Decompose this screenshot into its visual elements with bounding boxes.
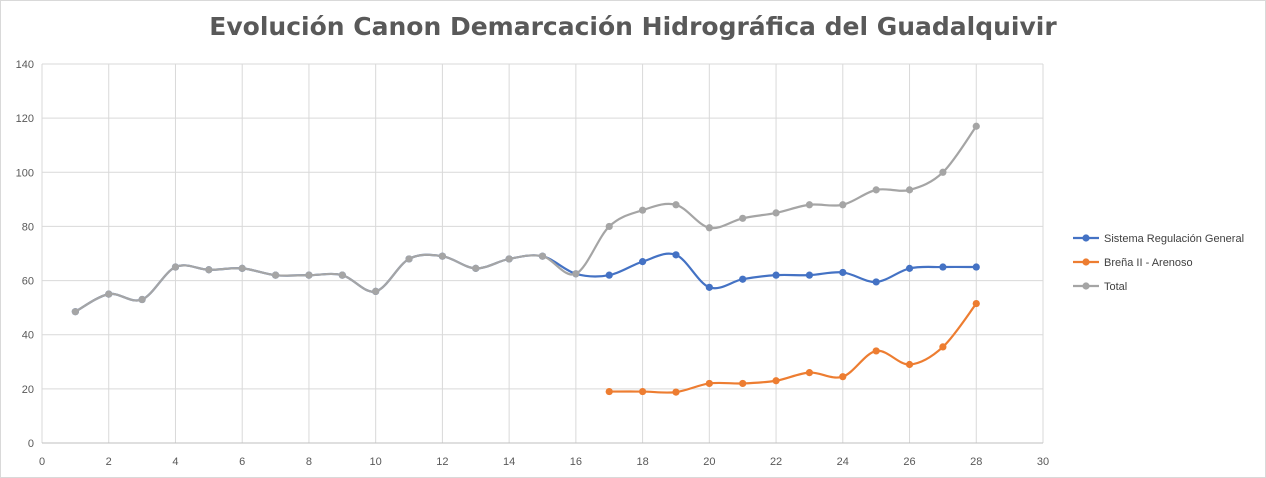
data-point-brena-ii-arenoso <box>639 387 647 396</box>
y-tick-label: 120 <box>16 113 34 125</box>
data-point-total <box>739 214 747 222</box>
data-point-brena-ii-arenoso <box>839 373 847 381</box>
x-tick-label: 10 <box>370 456 382 468</box>
data-point-sistema-regulacion-general <box>739 275 747 283</box>
data-point-total <box>905 186 914 194</box>
data-point-sistema-regulacion-general <box>972 263 980 271</box>
data-point-total <box>238 264 246 272</box>
data-point-total <box>772 209 780 217</box>
x-tick-label: 8 <box>306 456 312 468</box>
series-line-sistema-regulacion-general <box>74 252 977 313</box>
data-point-total <box>872 186 880 194</box>
data-point-total <box>572 270 580 278</box>
data-point-sistema-regulacion-general <box>639 258 647 266</box>
data-point-sistema-regulacion-general <box>905 264 914 272</box>
data-point-total <box>972 122 980 130</box>
data-point-sistema-regulacion-general <box>839 268 847 277</box>
y-tick-label: 0 <box>28 438 34 450</box>
data-point-total <box>271 271 280 279</box>
data-point-sistema-regulacion-general <box>672 251 680 259</box>
data-point-brena-ii-arenoso <box>772 377 780 385</box>
x-tick-label: 14 <box>503 456 515 468</box>
x-tick-label: 0 <box>39 456 45 468</box>
data-point-sistema-regulacion-general <box>805 271 814 279</box>
series-line-total <box>74 125 978 313</box>
legend-label-total: Total <box>1104 281 1127 293</box>
data-point-total <box>672 201 680 209</box>
data-point-total <box>205 266 213 274</box>
data-point-brena-ii-arenoso <box>905 360 914 369</box>
x-tick-label: 2 <box>106 456 112 468</box>
data-point-total <box>705 224 713 232</box>
data-point-total <box>372 287 380 295</box>
x-tick-label: 30 <box>1037 456 1049 468</box>
data-point-sistema-regulacion-general <box>772 271 780 279</box>
x-tick-label: 18 <box>636 456 648 468</box>
x-tick-label: 12 <box>436 456 448 468</box>
y-tick-label: 100 <box>16 167 34 179</box>
data-point-total <box>138 295 146 304</box>
data-point-sistema-regulacion-general <box>605 271 613 279</box>
y-tick-label: 80 <box>22 221 34 233</box>
y-tick-label: 60 <box>22 276 34 288</box>
y-tick-label: 140 <box>16 59 34 71</box>
data-point-total <box>505 255 513 263</box>
x-tick-label: 26 <box>903 456 915 468</box>
data-point-total <box>805 201 814 209</box>
data-point-brena-ii-arenoso <box>805 369 814 377</box>
data-point-sistema-regulacion-general <box>939 263 947 271</box>
legend-label-brena-ii-arenoso: Breña II - Arenoso <box>1104 257 1193 269</box>
data-point-brena-ii-arenoso <box>939 343 947 351</box>
data-point-total <box>472 264 480 272</box>
data-point-sistema-regulacion-general <box>872 278 880 286</box>
data-point-brena-ii-arenoso <box>605 387 613 396</box>
legend-marker-total <box>1082 282 1090 290</box>
x-tick-label: 20 <box>703 456 715 468</box>
legend-label-sistema-regulacion-general: Sistema Regulación General <box>1104 233 1244 245</box>
y-tick-label: 40 <box>22 330 34 342</box>
data-point-total <box>639 206 647 214</box>
data-point-total <box>939 168 947 176</box>
data-point-total <box>338 271 346 279</box>
legend-marker-brena-ii-arenoso <box>1082 258 1090 266</box>
data-point-total <box>305 271 313 279</box>
y-tick-label: 20 <box>22 384 34 396</box>
data-point-total <box>171 263 180 271</box>
x-tick-label: 6 <box>239 456 245 468</box>
x-tick-label: 22 <box>770 456 782 468</box>
data-point-brena-ii-arenoso <box>972 299 980 308</box>
data-point-brena-ii-arenoso <box>672 388 680 396</box>
data-point-brena-ii-arenoso <box>739 379 747 388</box>
data-point-total <box>71 308 79 316</box>
data-point-sistema-regulacion-general <box>705 283 713 291</box>
data-point-total <box>839 201 847 209</box>
data-point-brena-ii-arenoso <box>705 379 713 388</box>
data-point-total <box>405 255 413 263</box>
legend-marker-sistema-regulacion-general <box>1082 234 1090 242</box>
x-tick-label: 24 <box>837 456 849 468</box>
x-tick-label: 28 <box>970 456 982 468</box>
x-tick-label: 4 <box>172 456 178 468</box>
x-tick-label: 16 <box>570 456 582 468</box>
data-point-brena-ii-arenoso <box>872 347 880 355</box>
data-point-total <box>438 252 446 260</box>
chart-title: Evolución Canon Demarcación Hidrográfica… <box>209 12 1057 41</box>
data-point-total <box>605 222 613 231</box>
data-point-total <box>105 290 113 298</box>
data-point-total <box>538 252 547 260</box>
series-line-brena-ii-arenoso <box>609 302 978 394</box>
